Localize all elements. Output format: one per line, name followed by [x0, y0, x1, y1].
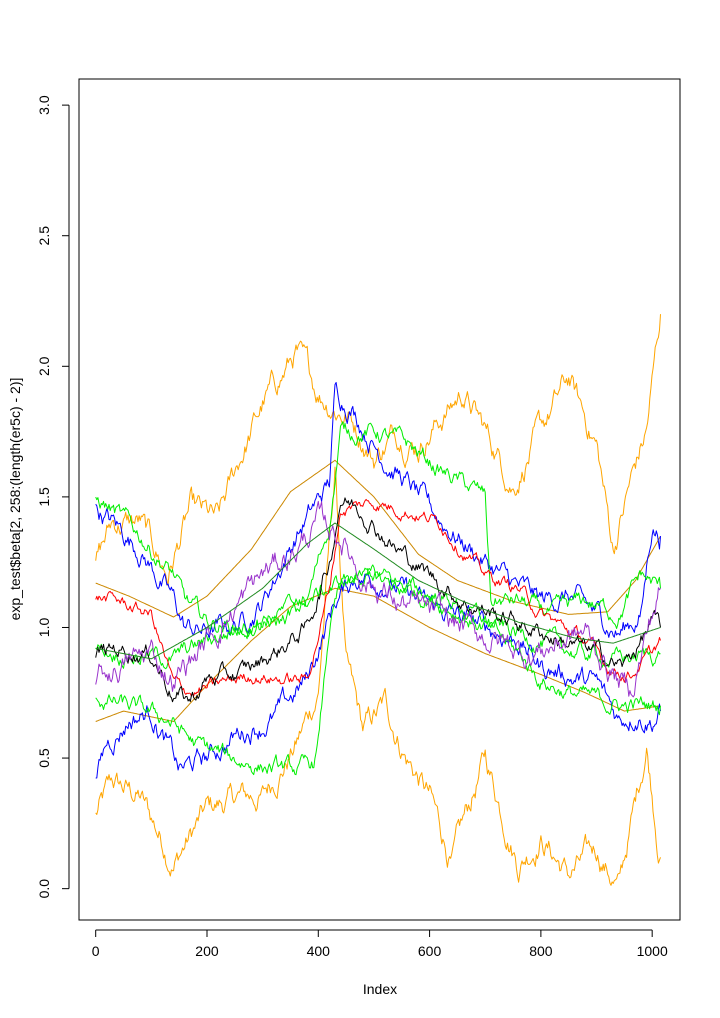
x-axis: 0 200 400 600 800 1000 — [92, 929, 668, 959]
y-axis-title: exp_test$beta[2, 258:(length(er5c) - 2)] — [7, 378, 23, 621]
series-line-9 — [95, 564, 661, 670]
series-line-2 — [95, 314, 661, 587]
series-line-11 — [95, 497, 661, 703]
y-tick-label: 3.0 — [36, 95, 52, 115]
y-tick-label: 1.5 — [36, 487, 52, 507]
x-tick-label: 800 — [529, 943, 553, 959]
series-line-12 — [95, 500, 661, 698]
x-tick-label: 600 — [418, 943, 442, 959]
x-tick-label: 200 — [195, 943, 219, 959]
y-tick-label: 1.0 — [36, 618, 52, 638]
x-tick-label: 400 — [307, 943, 331, 959]
series-line-1 — [95, 466, 661, 886]
plot-frame — [78, 78, 681, 921]
series-line-13 — [95, 522, 661, 660]
series-line-7 — [95, 421, 661, 638]
series-line-10 — [95, 498, 661, 697]
x-tick-label: 1000 — [637, 943, 668, 959]
y-axis: 0.0 0.5 1.0 1.5 2.0 2.5 3.0 — [36, 95, 70, 899]
x-axis-title: Index — [363, 981, 397, 997]
y-tick-label: 2.0 — [36, 356, 52, 376]
series-line-5 — [95, 382, 661, 639]
series-layer — [95, 314, 661, 886]
y-tick-label: 2.5 — [36, 226, 52, 246]
x-tick-label: 0 — [92, 943, 100, 959]
series-line-3 — [95, 459, 661, 618]
y-tick-label: 0.5 — [36, 748, 52, 768]
y-tick-label: 0.0 — [36, 879, 52, 899]
